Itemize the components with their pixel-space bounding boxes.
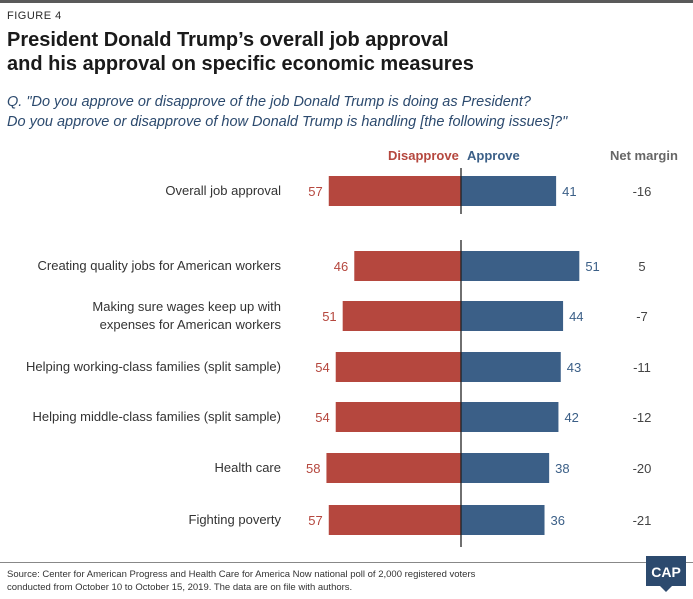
disapprove-bar (328, 176, 461, 206)
approve-bar (461, 402, 559, 432)
disapprove-value: 54 (315, 410, 329, 425)
net-margin-value: 5 (638, 259, 645, 274)
approve-bar (461, 251, 580, 281)
title-line-2: and his approval on specific economic me… (7, 53, 474, 75)
approve-bar (461, 301, 564, 331)
approve-value: 36 (551, 513, 565, 528)
approve-bar (461, 453, 550, 483)
category-label: Overall job approval (0, 182, 281, 200)
top-rule (0, 0, 693, 3)
category-label-line: Helping middle-class families (split sam… (32, 409, 281, 424)
header-net-margin: Net margin (610, 148, 678, 163)
svg-text:CAP: CAP (651, 564, 681, 580)
disapprove-bar (326, 453, 461, 483)
approve-bar (461, 505, 545, 535)
approve-value: 38 (555, 461, 569, 476)
disapprove-bar (335, 352, 461, 382)
disapprove-value: 57 (308, 184, 322, 199)
disapprove-value: 57 (308, 513, 322, 528)
disapprove-bar (335, 402, 461, 432)
net-margin-value: -7 (636, 309, 648, 324)
category-label: Helping middle-class families (split sam… (0, 408, 281, 426)
question-line-2: Do you approve or disapprove of how Dona… (7, 114, 568, 130)
approve-bar (461, 352, 561, 382)
disapprove-value: 51 (322, 309, 336, 324)
header-disapprove: Disapprove (388, 148, 459, 163)
net-margin-value: -12 (633, 410, 652, 425)
disapprove-bar (354, 251, 461, 281)
category-label-line: expenses for American workers (99, 317, 281, 332)
approve-value: 44 (569, 309, 583, 324)
approve-value: 43 (567, 360, 581, 375)
approve-bar (461, 176, 557, 206)
category-label-line: Helping working-class families (split sa… (25, 359, 281, 374)
source-line-1: Source: Center for American Progress and… (7, 569, 476, 580)
survey-question: Q. "Do you approve or disapprove of the … (7, 92, 667, 132)
disapprove-bar (342, 301, 461, 331)
cap-logo: CAP (646, 556, 686, 592)
question-line-1: Q. "Do you approve or disapprove of the … (7, 94, 531, 110)
disapprove-bar (328, 505, 461, 535)
header-approve: Approve (467, 148, 520, 163)
category-label: Fighting poverty (0, 511, 282, 529)
footer-rule (0, 562, 693, 563)
category-label-line: Fighting poverty (188, 512, 282, 527)
chart-title: President Donald Trump’s overall job app… (7, 28, 567, 76)
category-label-line: Health care (214, 460, 281, 475)
approve-value: 41 (562, 184, 576, 199)
category-label: Helping working-class families (split sa… (0, 358, 281, 376)
net-margin-value: -21 (633, 513, 652, 528)
category-label-line: Creating quality jobs for American worke… (37, 258, 282, 273)
disapprove-value: 58 (306, 461, 320, 476)
category-label-line: Making sure wages keep up with (92, 299, 281, 314)
source-note: Source: Center for American Progress and… (7, 568, 567, 594)
approve-value: 42 (564, 410, 578, 425)
diverging-bar-chart: 57 41 -16 46 51 5 51 44 -7 54 43 -11 54 42 -12 58 38 -20 5… (306, 168, 652, 547)
title-line-1: President Donald Trump’s overall job app… (7, 29, 449, 51)
category-label: Creating quality jobs for American worke… (0, 257, 282, 275)
figure-label: FIGURE 4 (7, 10, 62, 22)
category-label: Health care (0, 459, 281, 477)
source-line-2: conducted from October 10 to October 15,… (7, 582, 353, 593)
net-margin-value: -20 (633, 461, 652, 476)
category-label: Making sure wages keep up with expenses f… (0, 298, 281, 334)
approve-value: 51 (585, 259, 599, 274)
category-label-line: Overall job approval (165, 183, 281, 198)
disapprove-value: 54 (315, 360, 329, 375)
disapprove-value: 46 (334, 259, 348, 274)
net-margin-value: -11 (633, 360, 651, 375)
net-margin-value: -16 (633, 184, 652, 199)
